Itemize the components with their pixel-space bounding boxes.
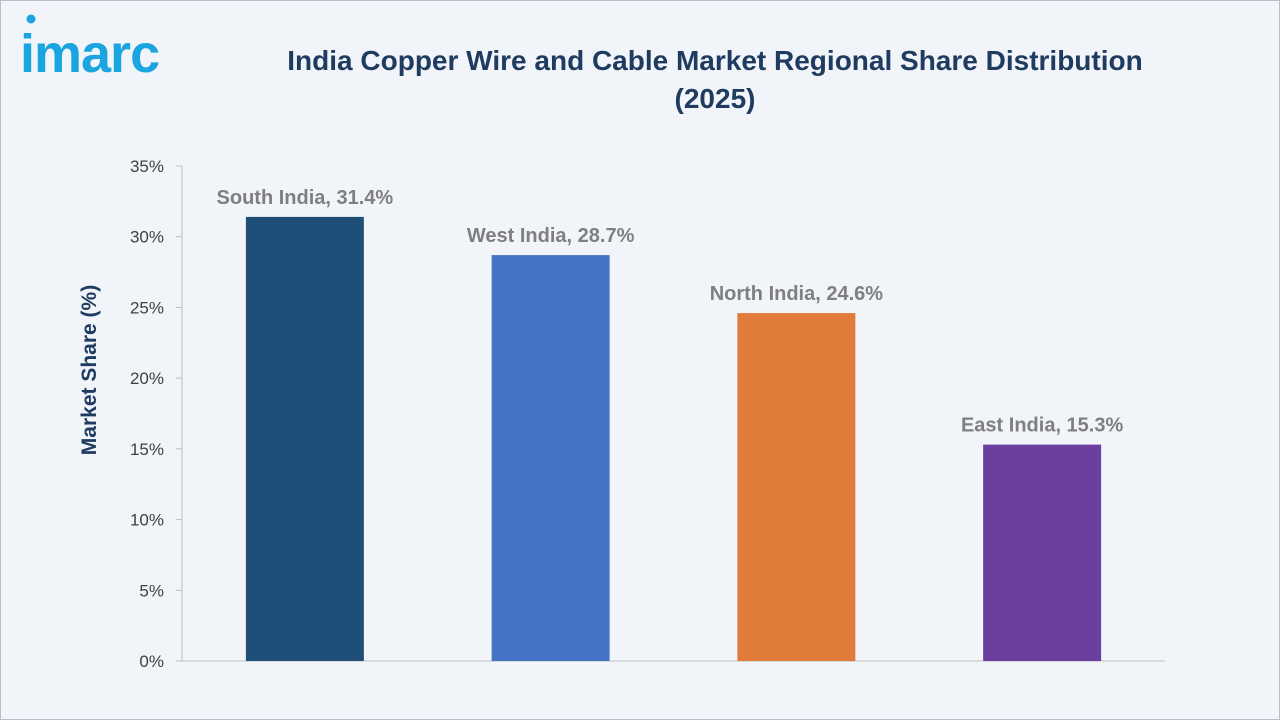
chart-title: India Copper Wire and Cable Market Regio… <box>250 42 1180 118</box>
bar <box>491 255 610 661</box>
bar-data-label: South India, 31.4% <box>217 187 394 209</box>
y-tick-label: 20% <box>130 369 164 388</box>
bar <box>983 444 1102 661</box>
y-tick-label: 10% <box>130 511 164 530</box>
y-tick-label: 25% <box>130 298 164 317</box>
y-tick-label: 30% <box>130 228 164 247</box>
y-tick-label: 0% <box>139 652 164 671</box>
bar-data-label: North India, 24.6% <box>710 283 884 305</box>
bar <box>737 313 856 661</box>
y-tick-label: 35% <box>130 157 164 176</box>
bars-group <box>245 216 1102 661</box>
chart-title-line1: India Copper Wire and Cable Market Regio… <box>287 45 1143 76</box>
bar-data-label: West India, 28.7% <box>467 225 635 247</box>
data-labels-group: South India, 31.4% West India, 28.7% North… <box>217 187 1124 437</box>
logo-wordmark: imarc <box>20 24 159 84</box>
y-tick-label: 5% <box>139 581 164 600</box>
y-axis-title: Market Share (%) <box>78 285 101 455</box>
y-tick-label: 15% <box>130 440 164 459</box>
chart-title-line2: (2025) <box>674 83 756 114</box>
bar <box>245 216 364 661</box>
bar-data-label: East India, 15.3% <box>961 415 1124 437</box>
logo-dot <box>26 14 36 24</box>
imarc-logo: imarc <box>20 14 160 84</box>
